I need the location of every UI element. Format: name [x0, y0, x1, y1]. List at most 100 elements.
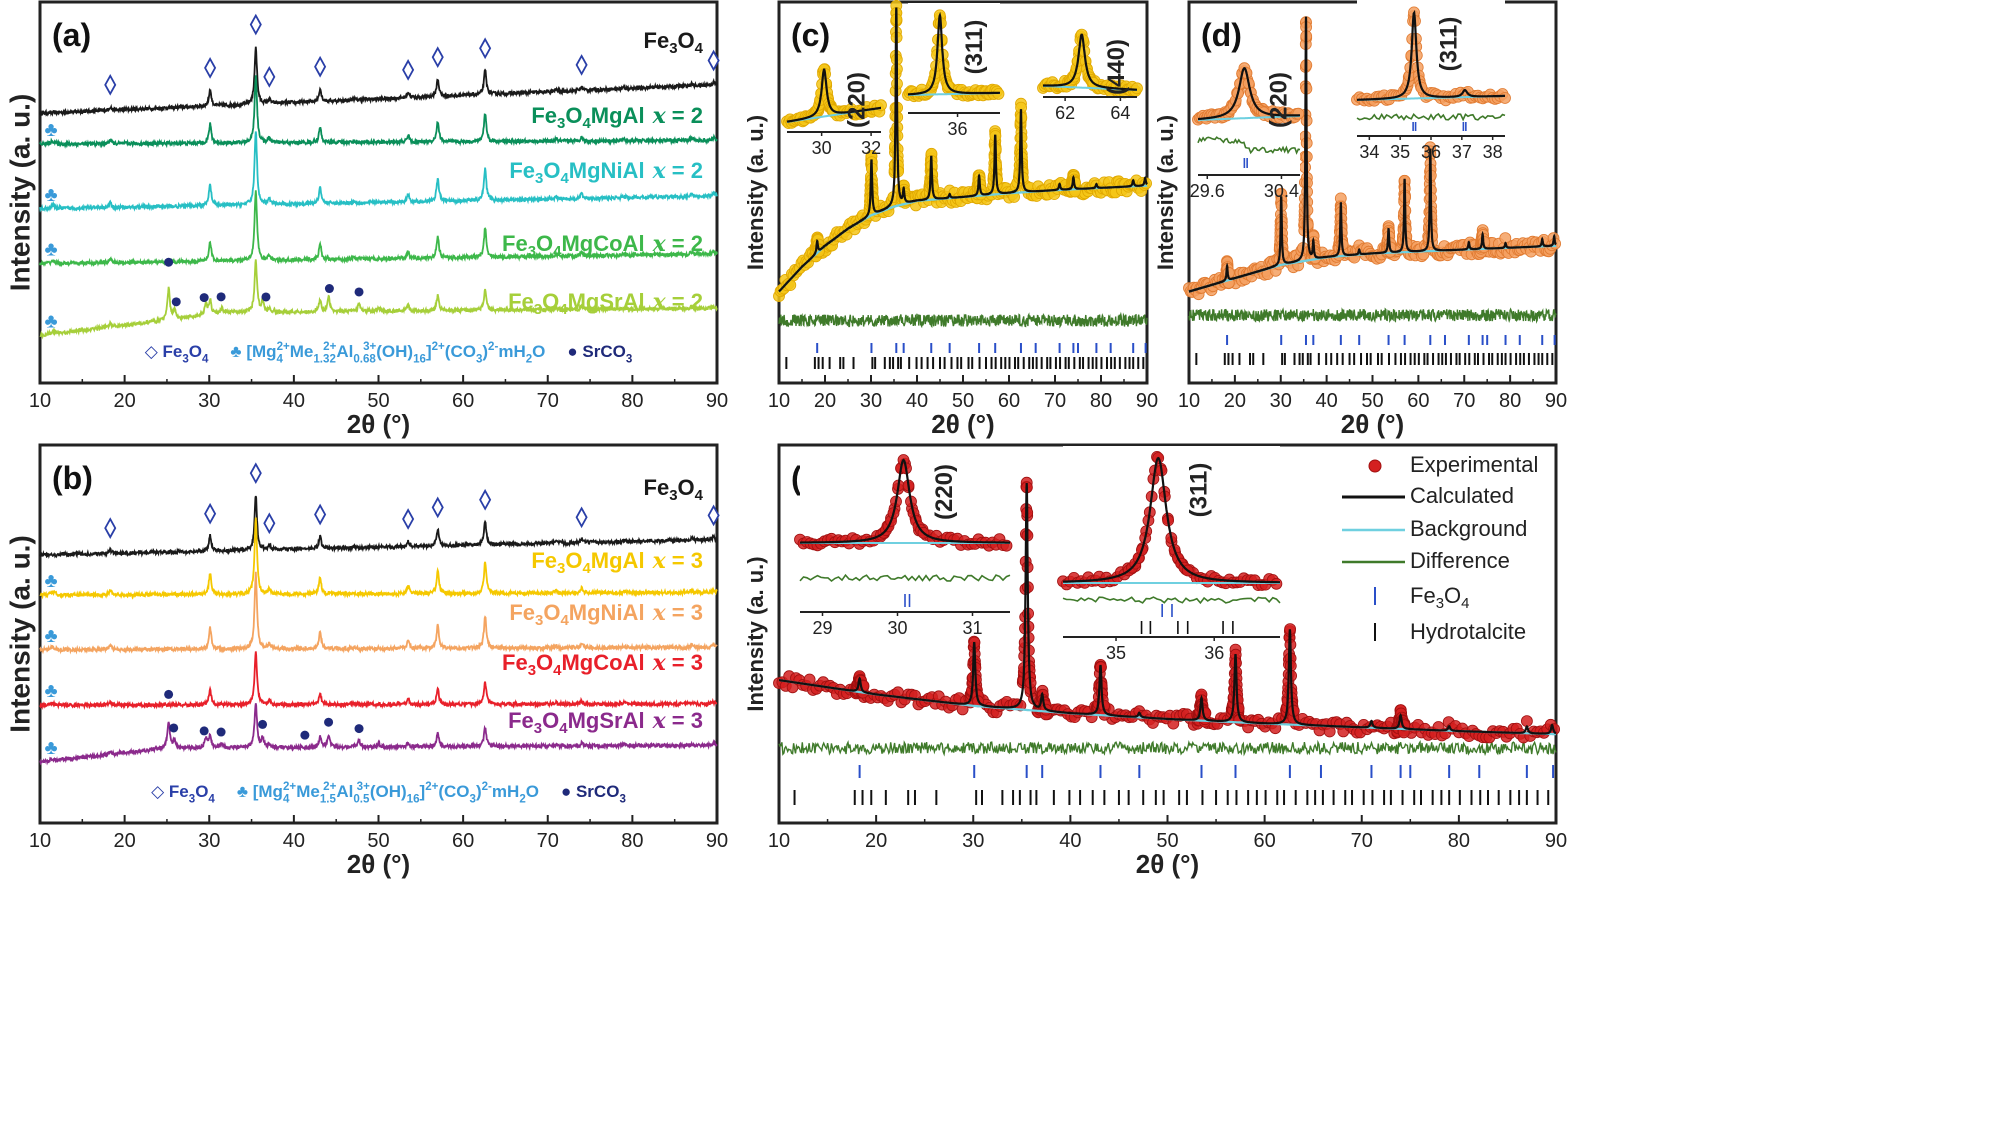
panel-label: (c) — [791, 17, 830, 53]
difference-line — [778, 311, 1148, 329]
inset-tick-label: 29.6 — [1190, 181, 1225, 201]
legend-item-diff-line: Difference — [1342, 548, 1510, 573]
x-tick-label: 40 — [1059, 830, 1081, 852]
panel-label: (d) — [1201, 17, 1242, 53]
series-label: Fe3O4MgAl x = 3 — [531, 548, 703, 577]
srco3-dot-marker — [169, 723, 179, 733]
legend-symbol: ◇ — [145, 342, 163, 361]
series-2: Fe3O4MgNiAl x = 2 — [39, 131, 718, 213]
fe3o4-diamond-marker — [402, 59, 415, 81]
text-part: 1.5 — [320, 793, 337, 805]
calculated-line — [778, 7, 1148, 293]
inset-tick-label: 35 — [1106, 643, 1126, 663]
hydrotalcite-club-marker: ♣ — [44, 570, 57, 592]
text-part: 3 — [189, 793, 195, 805]
text-part: MgNiAl — [569, 158, 645, 183]
text-part: 2 — [526, 353, 532, 365]
inset-311: 35 36 (311) — [1057, 446, 1283, 663]
text-part: 4 — [277, 353, 284, 365]
x-axis-label: 2θ (°) — [347, 409, 410, 439]
legend-text: Fe3O4​ — [163, 342, 210, 365]
text-part: 4 — [283, 793, 290, 805]
text-part: Experimental — [1410, 452, 1538, 477]
series-label: Fe3O4​ — [644, 28, 704, 57]
legend-text: Fe3O4​ — [169, 782, 216, 805]
x-tick-label: 60 — [1254, 830, 1276, 852]
plot-frame — [38, 443, 719, 825]
panel-label: (a) — [52, 17, 91, 53]
x-variable: x — [652, 548, 667, 574]
text-part: O — [678, 475, 695, 500]
srco3-dot-marker — [324, 717, 334, 727]
text-part: 2+ — [323, 781, 336, 793]
fe3o4-diamond-marker — [431, 496, 444, 519]
text-part: 2+ — [432, 341, 445, 353]
legend-label: Fe3O4​ — [1410, 583, 1469, 612]
fe3o4-diamond-marker — [575, 54, 588, 76]
x-tick-label: 40 — [1316, 390, 1338, 412]
difference-curve — [778, 739, 1557, 757]
series-label: Fe3O4MgNiAl x = 2 — [509, 158, 703, 187]
hkl-label: (220) — [1266, 72, 1293, 128]
hydrotalcite-club-marker: ♣ — [44, 239, 57, 261]
x-tick-label: 10 — [29, 830, 51, 852]
series-label: Fe3O4MgCoAl x = 3 — [502, 650, 703, 679]
inset-311: 34 35 36 37 38 (311) — [1351, 0, 1511, 162]
fe3o4-diamond-marker — [431, 46, 444, 69]
text-part: 4 — [559, 720, 568, 737]
fe3o4-diamond-marker — [249, 13, 262, 36]
x-tick-label: 90 — [1545, 830, 1567, 852]
x-value: = 3 — [666, 548, 703, 573]
series-line — [39, 259, 718, 340]
srco3-dot-marker — [261, 292, 271, 302]
fe3o4-diamond-marker — [204, 502, 217, 525]
text-part: O — [1444, 583, 1461, 608]
x-tick-label: 70 — [1453, 390, 1475, 412]
hkl-label: (311) — [961, 20, 988, 75]
inset-calculated-line — [907, 11, 1000, 96]
legend-symbol: ● — [561, 782, 576, 801]
text-part: 2+ — [425, 781, 438, 793]
hydrotalcite-club-marker: ♣ — [44, 184, 57, 206]
x-tick-label: 30 — [1270, 390, 1292, 412]
x-tick-label: 10 — [1178, 390, 1200, 412]
text-part: (OH) — [370, 782, 407, 801]
x-tick-label: 10 — [768, 830, 790, 852]
x-tick-label: 20 — [865, 830, 887, 852]
text-part: O — [543, 158, 560, 183]
text-part: Hydrotalcite — [1410, 619, 1526, 644]
difference-line — [1188, 307, 1557, 324]
fe3o4-diamond-marker — [204, 57, 217, 79]
text-part: 2+ — [323, 341, 336, 353]
fe3o4-diamond-marker — [707, 504, 720, 527]
y-axis-label: Intensity (a. u.) — [4, 535, 35, 733]
series-line — [39, 190, 718, 268]
legend-symbol: ♣ — [237, 782, 253, 801]
text-part: Me — [296, 782, 320, 801]
text-part: 3 — [476, 353, 482, 365]
text-part: 3 — [182, 353, 188, 365]
srco3-dot-marker — [300, 730, 310, 740]
text-part: Fe — [509, 600, 535, 625]
text-part: 3 — [528, 243, 536, 260]
x-variable: x — [652, 650, 667, 676]
inset-tick-label: 36 — [1421, 142, 1441, 162]
x-tick-label: 50 — [1361, 390, 1383, 412]
series-1: Fe3O4MgAl x = 2 — [39, 75, 718, 149]
text-part: mH — [492, 782, 519, 801]
text-part: 3 — [557, 560, 565, 577]
text-part: 3 — [1436, 595, 1444, 612]
text-part: MgCoAl — [561, 231, 644, 256]
x-value: = 2 — [666, 289, 703, 314]
x-axis-label: 2θ (°) — [1341, 409, 1404, 439]
x-tick-label: 30 — [198, 390, 220, 412]
x-variable: x — [652, 600, 667, 626]
fe3o4-diamond-marker — [249, 462, 262, 485]
text-part: MgAl — [591, 548, 645, 573]
srco3-dot-marker — [199, 293, 209, 303]
fe3o4-diamond-marker — [479, 37, 492, 60]
text-part: Fe — [163, 342, 183, 361]
series-line — [39, 571, 718, 655]
